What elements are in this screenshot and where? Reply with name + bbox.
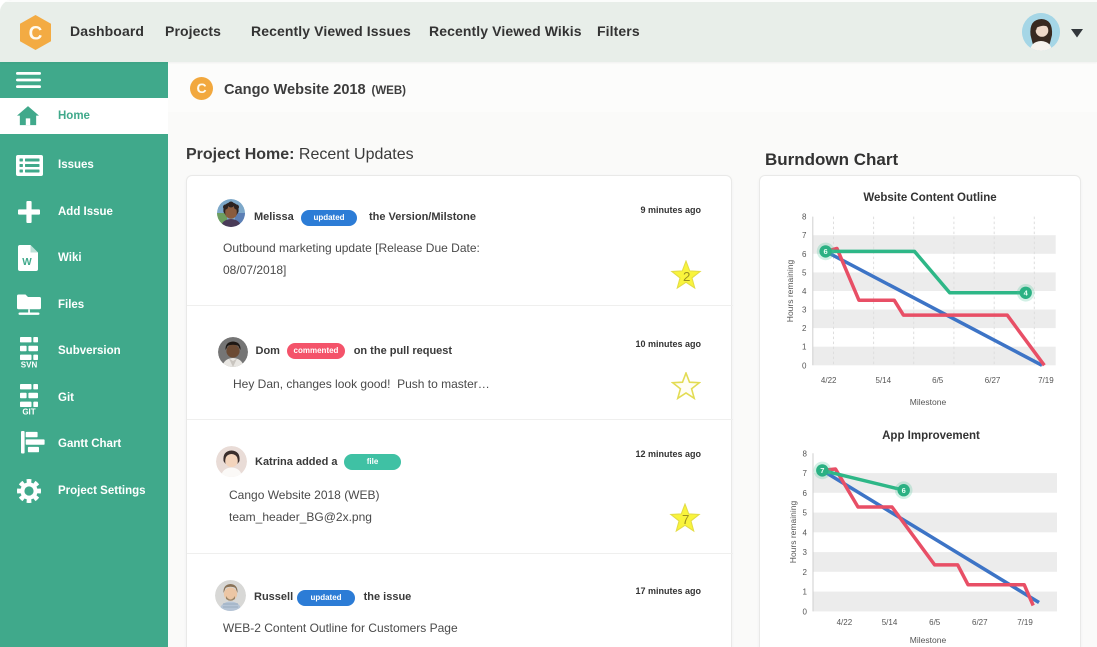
svg-text:4: 4 [1024,289,1029,298]
svg-text:6/27: 6/27 [972,618,988,627]
svg-text:7: 7 [682,512,689,527]
svg-text:6: 6 [902,486,906,495]
svg-text:7: 7 [820,466,824,475]
svg-text:App Improvement: App Improvement [882,430,980,442]
svg-text:5: 5 [803,509,808,518]
svg-text:6/5: 6/5 [929,618,941,627]
svg-text:2: 2 [683,269,690,284]
svg-text:8: 8 [803,449,808,458]
svg-text:6/27: 6/27 [985,376,1001,385]
svg-text:2: 2 [802,324,807,333]
svg-text:Hours remaining: Hours remaining [785,260,795,323]
svg-text:Hours remaining: Hours remaining [788,501,798,564]
svg-text:8: 8 [802,213,807,222]
svg-text:GIT: GIT [22,407,35,415]
svg-text:3: 3 [803,548,808,557]
svg-text:Website Content Outline: Website Content Outline [863,192,996,204]
svg-text:3: 3 [802,306,807,315]
svg-text:6/5: 6/5 [932,376,944,385]
svg-text:6: 6 [802,250,807,259]
svg-text:Milestone: Milestone [910,635,947,645]
svg-text:7: 7 [803,469,808,478]
svg-text:1: 1 [803,588,808,597]
svg-text:C: C [29,24,43,45]
svg-text:4/22: 4/22 [837,618,853,627]
svg-text:5/14: 5/14 [876,376,892,385]
svg-text:7: 7 [802,231,807,240]
svg-text:7/19: 7/19 [1038,376,1054,385]
svg-text:1: 1 [802,343,807,352]
svg-text:4: 4 [802,287,807,296]
svg-text:SVN: SVN [21,361,38,369]
svg-text:5: 5 [802,268,807,277]
svg-text:6: 6 [803,489,808,498]
svg-text:4: 4 [803,528,808,537]
svg-text:2: 2 [803,568,808,577]
svg-text:W: W [22,257,32,268]
svg-text:0: 0 [802,361,807,370]
svg-text:7/19: 7/19 [1017,618,1033,627]
svg-text:6: 6 [824,247,828,256]
svg-text:5/14: 5/14 [882,618,898,627]
svg-text:4/22: 4/22 [821,376,837,385]
svg-text:Milestone: Milestone [910,397,947,407]
svg-text:0: 0 [803,607,808,616]
